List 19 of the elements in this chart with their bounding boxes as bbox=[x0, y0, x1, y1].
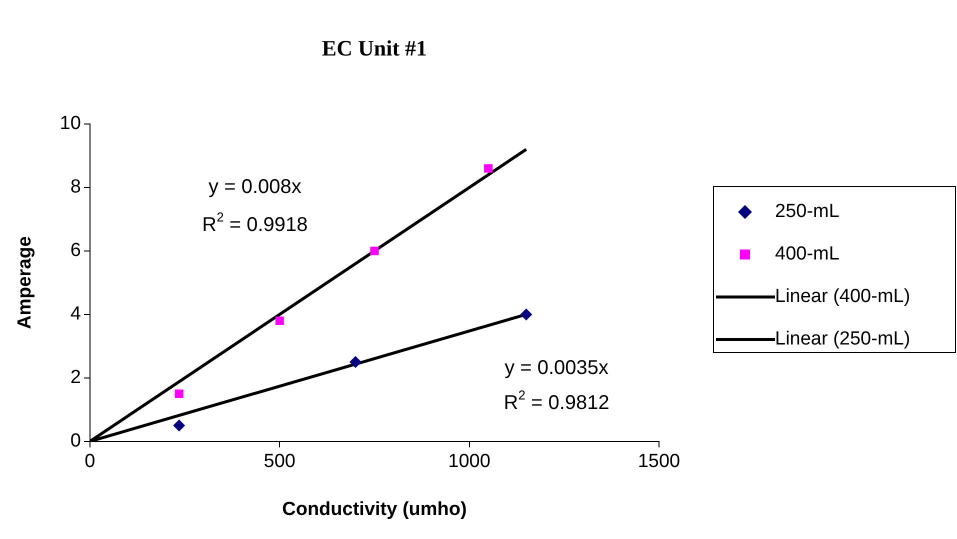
legend-label: 400-mL bbox=[775, 244, 840, 265]
x-tick-label: 1500 bbox=[638, 451, 680, 472]
annotation: y = 0.0035x bbox=[504, 356, 609, 379]
x-tick-label: 500 bbox=[264, 451, 296, 472]
x-axis-title: Conductivity (umho) bbox=[282, 498, 467, 520]
legend-label: Linear (250-mL) bbox=[775, 328, 910, 350]
y-axis-title: Amperage bbox=[14, 236, 36, 330]
chart-title: EC Unit #1 bbox=[322, 36, 428, 61]
legend-label: 250-mL bbox=[775, 201, 840, 222]
y-tick-label: 2 bbox=[70, 367, 81, 388]
y-tick-label: 4 bbox=[70, 304, 82, 325]
y-tick-label: 8 bbox=[70, 176, 81, 198]
y-tick-label: 6 bbox=[70, 240, 81, 262]
y-tick-label: 0 bbox=[70, 430, 81, 452]
y-tick-label: 10 bbox=[60, 113, 81, 134]
x-tick-label: 1000 bbox=[448, 451, 490, 472]
legend-label: Linear (400-mL) bbox=[775, 286, 910, 308]
x-tick-label: 0 bbox=[84, 451, 96, 472]
annotation: y = 0.008x bbox=[208, 176, 302, 198]
